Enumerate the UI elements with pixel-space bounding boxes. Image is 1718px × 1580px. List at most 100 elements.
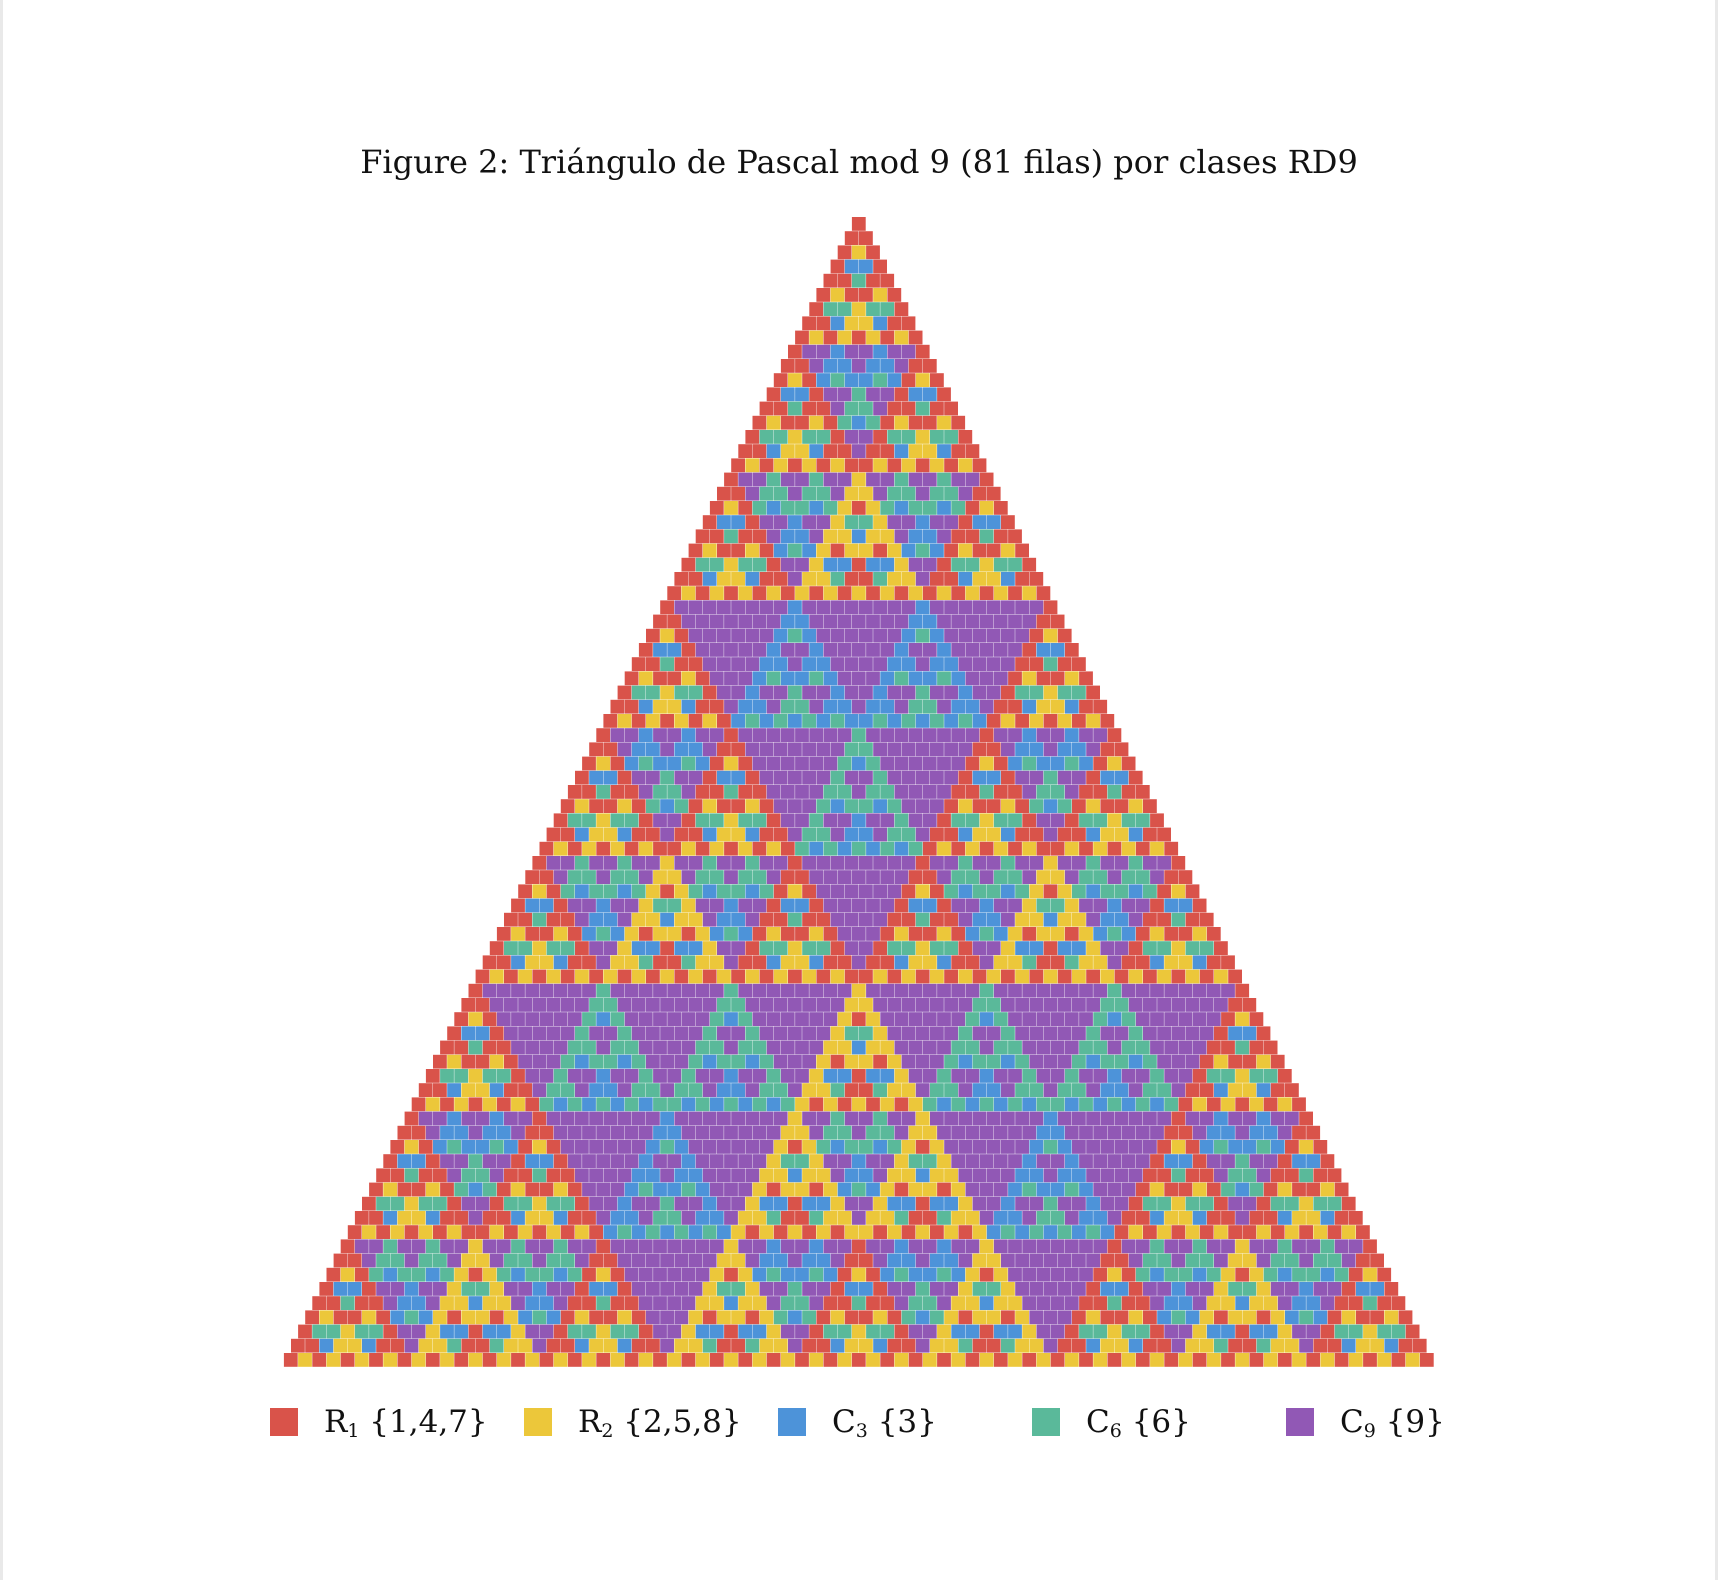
triangle-row — [795, 330, 923, 345]
triangle-cell — [788, 373, 802, 387]
triangle-cell — [1143, 1310, 1157, 1325]
triangle-cell — [1093, 927, 1108, 941]
triangle-cell — [1363, 1353, 1377, 1367]
triangle-cell — [1064, 927, 1079, 941]
triangle-cell — [440, 1154, 454, 1168]
triangle-cell — [1064, 955, 1079, 970]
triangle-cell — [624, 1324, 639, 1339]
triangle-cell — [830, 770, 845, 785]
triangle-cell — [1135, 870, 1150, 884]
triangle-cell — [901, 401, 916, 416]
triangle-cell — [624, 1211, 639, 1225]
triangle-cell — [773, 373, 788, 387]
triangle-cell — [1114, 742, 1129, 757]
triangle-cell — [944, 1310, 958, 1325]
triangle-cell — [745, 515, 760, 529]
triangle-cell — [1206, 1324, 1221, 1339]
triangle-cell — [362, 1338, 376, 1353]
triangle-cell — [809, 1239, 824, 1254]
triangle-cell — [1057, 1026, 1072, 1041]
triangle-cell — [688, 770, 703, 785]
triangle-cell — [1121, 1296, 1136, 1310]
triangle-cell — [837, 1324, 852, 1339]
triangle-cell — [1050, 756, 1065, 771]
triangle-cell — [773, 600, 788, 615]
triangle-cell — [1185, 1026, 1200, 1041]
triangle-cell — [859, 486, 873, 501]
triangle-cell — [1107, 1097, 1122, 1112]
triangle-cell — [837, 870, 852, 884]
triangle-cell — [823, 671, 838, 686]
triangle-cell — [972, 515, 987, 529]
triangle-cell — [575, 856, 589, 870]
triangle-cell — [724, 1239, 738, 1254]
triangle-cell — [788, 1338, 802, 1353]
triangle-cell — [780, 728, 795, 742]
triangle-cell — [731, 515, 745, 529]
triangle-cell — [773, 827, 788, 842]
triangle-cell — [795, 671, 809, 686]
triangle-cell — [930, 1054, 944, 1069]
triangle-row — [589, 742, 1129, 757]
triangle-cell — [596, 1154, 611, 1168]
triangle-cell — [802, 969, 816, 984]
triangle-cell — [901, 1140, 916, 1154]
triangle-cell — [702, 685, 717, 700]
triangle-cell — [844, 515, 859, 529]
triangle-cell — [1270, 1168, 1285, 1183]
triangle-cell — [965, 1069, 980, 1083]
triangle-cell — [1079, 1324, 1093, 1339]
triangle-cell — [1050, 699, 1065, 714]
triangle-cell — [1299, 1111, 1313, 1126]
triangle-cell — [823, 1239, 838, 1254]
triangle-cell — [1093, 1324, 1108, 1339]
triangle-cell — [717, 1225, 731, 1239]
triangle-cell — [937, 898, 951, 913]
triangle-cell — [1029, 799, 1044, 813]
triangle-cell — [873, 543, 887, 558]
triangle-cell — [859, 430, 873, 444]
triangle-cell — [1327, 1310, 1342, 1325]
triangle-cell — [830, 1083, 845, 1097]
triangle-cell — [773, 401, 788, 416]
triangle-cell — [880, 1239, 895, 1254]
triangle-row — [809, 302, 909, 316]
triangle-cell — [518, 912, 532, 927]
triangle-cell — [1206, 1125, 1221, 1140]
triangle-cell — [951, 415, 966, 430]
triangle-cell — [511, 1097, 525, 1112]
triangle-cell — [582, 955, 596, 970]
triangle-cell — [851, 1267, 866, 1282]
triangle-cell — [915, 1282, 930, 1296]
triangle-cell — [1143, 1253, 1157, 1268]
triangle-cell — [1008, 1125, 1022, 1140]
triangle-cell — [759, 1026, 774, 1041]
triangle-cell — [944, 430, 958, 444]
triangle-row — [340, 1239, 1377, 1254]
triangle-cell — [702, 600, 717, 615]
triangle-cell — [646, 1310, 660, 1325]
triangle-cell — [376, 1253, 390, 1268]
triangle-cell — [837, 273, 852, 288]
legend-item-c3: C3 {3} — [778, 1400, 937, 1444]
triangle-cell — [1001, 1282, 1015, 1296]
triangle-cell — [915, 628, 930, 643]
triangle-cell — [915, 1054, 930, 1069]
triangle-cell — [1178, 927, 1193, 941]
triangle-row — [411, 1097, 1306, 1112]
triangle-cell — [1277, 1125, 1292, 1140]
triangle-cell — [638, 1267, 653, 1282]
triangle-cell — [1221, 1324, 1235, 1339]
triangle-cell — [1093, 1069, 1108, 1083]
triangle-cell — [837, 1097, 852, 1112]
triangle-cell — [724, 501, 738, 515]
triangle-cell — [866, 557, 880, 572]
triangle-cell — [1036, 614, 1051, 629]
triangle-row — [475, 969, 1242, 984]
triangle-cell — [844, 600, 859, 615]
triangle-cell — [560, 1338, 575, 1353]
triangle-cell — [1263, 1154, 1278, 1168]
triangle-cell — [1036, 1239, 1051, 1254]
triangle-cell — [603, 884, 618, 899]
triangle-cell — [773, 515, 788, 529]
